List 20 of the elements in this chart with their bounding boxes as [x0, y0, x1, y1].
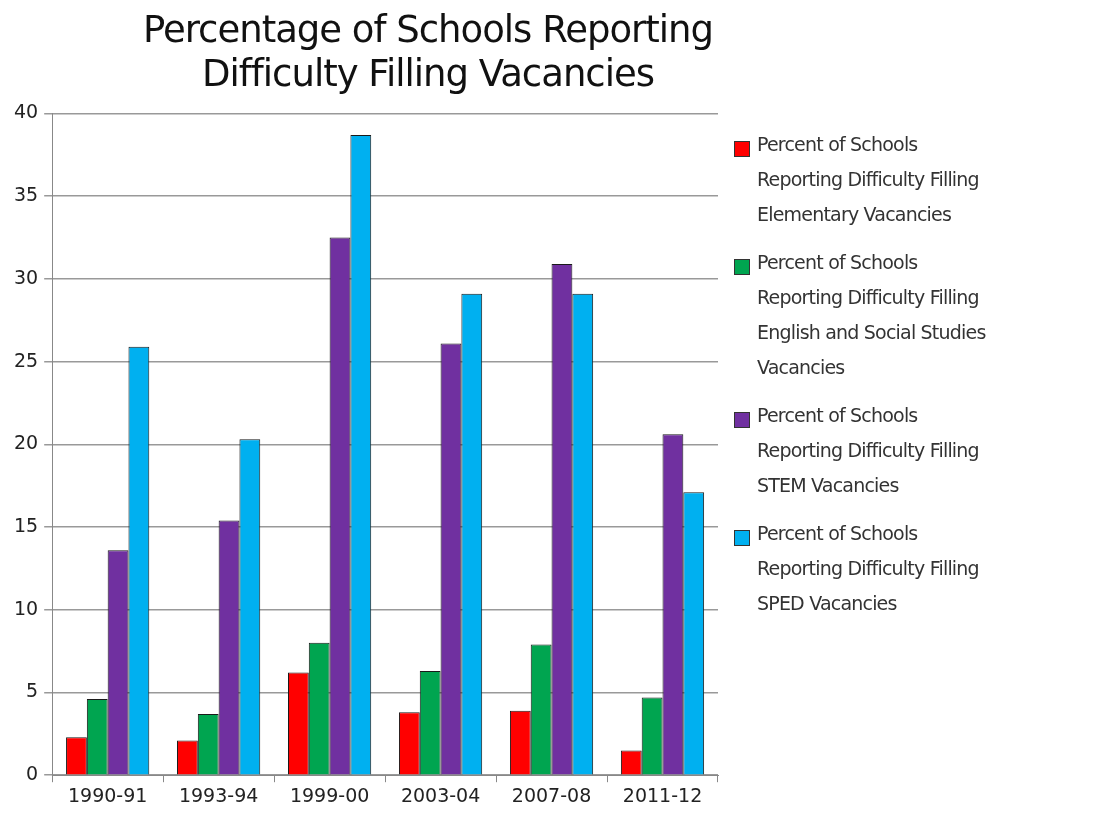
- y-tick-label: 35: [13, 183, 39, 206]
- x-tick-label: 2007-08: [511, 783, 592, 806]
- legend-label: Percent of Schools Reporting Difficulty Filling STEM Vacancies: [757, 403, 980, 498]
- chart-title: Percentage of Schools Reporting Difficulty Filling Vacancies: [141, 8, 715, 96]
- y-tick-label: 10: [13, 596, 39, 619]
- x-tick-label: 2011-12: [622, 783, 703, 806]
- x-tick-label: 2003-04: [400, 783, 481, 806]
- y-tick-label: 30: [13, 265, 39, 288]
- legend-label: Percent of Schools Reporting Difficulty Filling SPED Vacancies: [757, 521, 980, 616]
- x-tick-label: 1993-94: [178, 783, 259, 806]
- x-tick-label: 1999-00: [289, 783, 370, 806]
- y-tick-label: 40: [13, 100, 39, 123]
- y-tick-label: 5: [26, 679, 39, 702]
- y-tick-label: 20: [13, 431, 39, 454]
- y-tick-label: 25: [13, 348, 39, 371]
- legend-label: Percent of Schools Reporting Difficulty Filling English and Social Studies Vacancies: [757, 250, 987, 380]
- x-tick-label: 1990-91: [67, 783, 148, 806]
- y-tick-label: 0: [26, 762, 39, 785]
- legend-label: Percent of Schools Reporting Difficulty Filling Elementary Vacancies: [757, 132, 980, 227]
- y-tick-label: 15: [13, 513, 39, 536]
